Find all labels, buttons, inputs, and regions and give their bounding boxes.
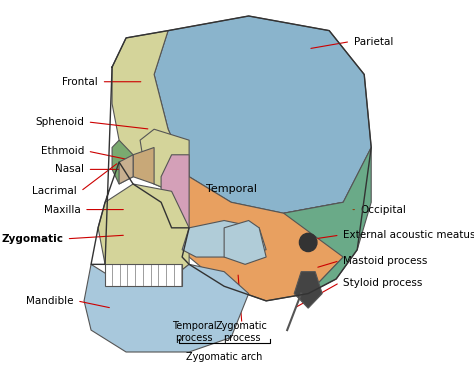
Text: Temporal
process: Temporal process (172, 321, 217, 343)
Polygon shape (133, 148, 154, 184)
Text: Styloid process: Styloid process (343, 277, 423, 288)
Text: Mandible: Mandible (26, 296, 73, 306)
Polygon shape (140, 129, 189, 191)
Text: Parietal: Parietal (354, 36, 393, 47)
Polygon shape (112, 31, 189, 191)
Polygon shape (283, 148, 371, 294)
Text: Temporal: Temporal (206, 184, 256, 194)
Text: Lacrimal: Lacrimal (32, 186, 77, 196)
Text: Zygomatic: Zygomatic (1, 234, 63, 244)
Polygon shape (112, 140, 133, 184)
Text: Maxilla: Maxilla (44, 205, 81, 215)
Polygon shape (105, 264, 182, 286)
Text: Mastoid process: Mastoid process (343, 256, 428, 266)
Text: Nasal: Nasal (55, 164, 84, 174)
Polygon shape (98, 184, 189, 286)
Polygon shape (224, 220, 266, 264)
Text: Sphenoid: Sphenoid (35, 117, 84, 127)
Polygon shape (182, 220, 266, 257)
Polygon shape (119, 155, 133, 184)
Polygon shape (161, 155, 189, 228)
Text: Zygomatic arch: Zygomatic arch (186, 352, 262, 362)
Polygon shape (168, 177, 343, 301)
Circle shape (300, 233, 317, 252)
Text: Frontal: Frontal (62, 77, 98, 87)
Polygon shape (154, 16, 371, 213)
Text: Ethmoid: Ethmoid (41, 146, 84, 156)
Text: Zygomatic
process: Zygomatic process (216, 321, 268, 343)
Polygon shape (294, 272, 322, 308)
Polygon shape (84, 264, 249, 352)
Text: External acoustic meatus: External acoustic meatus (343, 230, 474, 240)
Text: Occipital: Occipital (361, 205, 407, 215)
